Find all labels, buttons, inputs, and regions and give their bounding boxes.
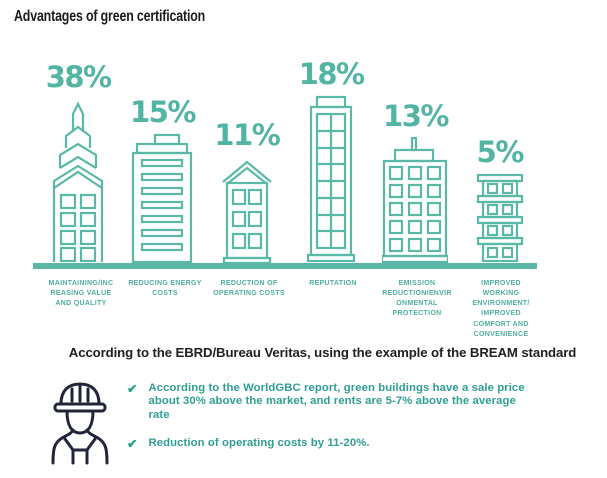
chart-column-maintaining-value: 38% (36, 62, 120, 263)
category-label: EMISSION REDUCTION/ENVIR ONMENTAL PROTEC… (382, 280, 452, 318)
percent-label: 15% (130, 95, 196, 129)
percent-label: 18% (298, 57, 365, 91)
chart-category-labels: MAINTAINING/INC REASING VALUE AND QUALIT… (39, 279, 543, 340)
chart-area: 38% 15% (36, 57, 542, 263)
skyscraper-spire-icon (53, 101, 104, 263)
source-note: According to the EBRD/Bureau Veritas, us… (68, 345, 577, 360)
check-icon: ✔ (127, 436, 138, 451)
page-title: Advantages of green certification (14, 8, 206, 25)
office-slats-icon (132, 133, 193, 263)
category-label: IMPROVED WORKING ENVIRONMENT/ IMPROVED C… (472, 280, 530, 338)
chart-column-working-environment: 5% (458, 137, 542, 263)
fact-text: According to the WorldGBC report, green … (148, 382, 525, 421)
category-label: MAINTAINING/INC REASING VALUE AND QUALIT… (48, 280, 114, 308)
category-label: REDUCING ENERGY COSTS (128, 280, 202, 298)
list-item: ✔ According to the WorldGBC report, gree… (127, 382, 527, 422)
chart-column-reputation: 18% (289, 59, 373, 263)
chart-baseline (33, 263, 537, 269)
antenna-block-icon (382, 137, 449, 263)
chart-column-energy-costs: 15% (120, 97, 204, 263)
fact-text: Reduction of operating costs by 11-20%. (148, 436, 370, 449)
percent-label: 13% (383, 99, 449, 133)
category-label: REDUCTION OF OPERATING COSTS (213, 280, 285, 298)
key-facts-list: ✔ According to the WorldGBC report, gree… (127, 382, 527, 466)
stacked-floors-icon (476, 173, 523, 263)
check-icon: ✔ (127, 382, 138, 396)
glass-tower-icon (307, 95, 356, 263)
category-label: REPUTATION (309, 280, 357, 287)
chart-column-emission-reduction: 13% (373, 101, 457, 263)
percent-label: 5% (476, 135, 525, 169)
peak-roof-house-icon (222, 160, 272, 263)
percent-label: 11% (214, 118, 280, 152)
list-item: ✔ Reduction of operating costs by 11-20%… (127, 437, 527, 451)
construction-worker-icon (51, 382, 109, 465)
chart-column-operating-costs: 11% (205, 120, 289, 263)
percent-label: 38% (45, 60, 112, 94)
